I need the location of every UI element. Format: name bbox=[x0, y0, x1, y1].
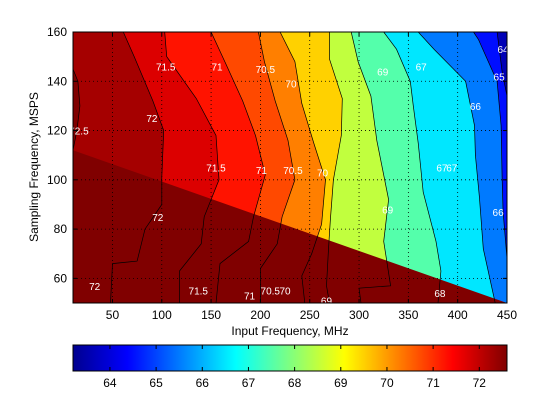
contour-label: 71.5 bbox=[189, 287, 209, 298]
x-tick-label: 400 bbox=[448, 308, 468, 322]
contour-label: 70.5 bbox=[283, 166, 303, 177]
y-axis-ticks: 60 80 100 120 140 160 bbox=[47, 25, 507, 285]
contour-line-69 bbox=[326, 32, 343, 303]
contour-label: 69 bbox=[321, 297, 333, 308]
colorbar-tick-label: 68 bbox=[288, 376, 302, 390]
contour-line-72 bbox=[110, 32, 165, 303]
x-tick-label: 200 bbox=[250, 308, 270, 322]
contour-label: 71 bbox=[244, 292, 256, 303]
x-tick-label: 350 bbox=[398, 308, 418, 322]
contour-label: 71.5 bbox=[156, 62, 176, 73]
colorbar-tick-label: 69 bbox=[334, 376, 348, 390]
contour-label: 64 bbox=[497, 45, 509, 56]
contour-label: 66 bbox=[470, 102, 482, 113]
contour-label: 70.5 bbox=[256, 65, 276, 76]
y-axis-label: Sampling Frequency, MSPS bbox=[27, 92, 41, 242]
colorbar-tick-label: 67 bbox=[242, 376, 256, 390]
colorbar-tick-label: 64 bbox=[103, 376, 117, 390]
contour-labels: 72.5 72 72 72 71.5 71.5 71.5 71 71 71 70.5 70.5 70.5… bbox=[69, 45, 509, 308]
contour-label: 70 bbox=[280, 287, 292, 298]
colorbar: 64 65 66 67 68 69 70 71 72 bbox=[72, 344, 508, 390]
contour-label: 71 bbox=[211, 62, 223, 73]
contour-line-66 bbox=[417, 32, 496, 303]
y-tick-label: 140 bbox=[47, 74, 67, 88]
contour-label: 69 bbox=[377, 67, 389, 78]
contour-line-67 bbox=[383, 32, 442, 303]
contour-lines bbox=[73, 32, 507, 303]
contour-line-64 bbox=[496, 32, 507, 97]
contour-label: 72 bbox=[152, 213, 164, 224]
contour-line-71 bbox=[210, 32, 266, 303]
contour-label: 65 bbox=[494, 72, 506, 83]
x-tick-label: 300 bbox=[349, 308, 369, 322]
colorbar-ticks: 64 65 66 67 68 69 70 71 72 bbox=[103, 345, 486, 390]
contour-label: 70 bbox=[317, 168, 329, 179]
colorbar-gradient bbox=[73, 345, 507, 371]
y-tick-label: 100 bbox=[47, 173, 67, 187]
contour-label: 67 bbox=[446, 164, 458, 175]
x-tick-label: 150 bbox=[201, 308, 221, 322]
y-tick-label: 120 bbox=[47, 124, 67, 138]
contour-label: 67 bbox=[436, 164, 448, 175]
contour-line-72_5 bbox=[73, 68, 81, 151]
contour-line-68 bbox=[350, 32, 392, 303]
contour-label: 71.5 bbox=[206, 164, 226, 175]
colorbar-tick-label: 71 bbox=[426, 376, 440, 390]
contour-label: 71 bbox=[256, 166, 268, 177]
contour-line-70_5 bbox=[258, 32, 296, 303]
contour-plot-axes: 72.5 72 72 72 71.5 71.5 71.5 71 71 71 70.5 70.5 70.5… bbox=[27, 25, 517, 338]
contour-label: 72 bbox=[146, 114, 158, 125]
contour-label: 67 bbox=[416, 62, 428, 73]
x-tick-label: 50 bbox=[106, 308, 120, 322]
contour-label: 68 bbox=[434, 289, 446, 300]
x-axis-ticks: 50 100 150 200 250 300 350 400 450 bbox=[106, 32, 517, 322]
colorbar-tick-label: 66 bbox=[196, 376, 210, 390]
contour-band-72_5 bbox=[73, 32, 507, 303]
contour-label: 72.5 bbox=[69, 127, 89, 138]
contour-label: 70 bbox=[285, 80, 297, 91]
contour-line-71_5 bbox=[164, 32, 220, 303]
colorbar-frame bbox=[72, 344, 508, 372]
y-tick-label: 80 bbox=[54, 222, 68, 236]
contour-label: 66 bbox=[493, 208, 505, 219]
colorbar-tick-label: 72 bbox=[473, 376, 487, 390]
plot-frame bbox=[72, 31, 508, 304]
contour-label: 69 bbox=[382, 205, 394, 216]
contour-fills bbox=[73, 32, 507, 303]
x-tick-label: 100 bbox=[152, 308, 172, 322]
colorbar-tick-label: 65 bbox=[149, 376, 163, 390]
contour-line-70 bbox=[279, 32, 326, 303]
x-tick-label: 450 bbox=[497, 308, 517, 322]
colorbar-tick-label: 70 bbox=[380, 376, 394, 390]
contour-label: 70.5 bbox=[261, 287, 281, 298]
y-tick-label: 60 bbox=[54, 271, 68, 285]
x-axis-label: Input Frequency, MHz bbox=[231, 324, 348, 338]
y-tick-label: 160 bbox=[47, 25, 67, 39]
contour-line-65 bbox=[473, 32, 507, 259]
contour-label: 72 bbox=[89, 282, 101, 293]
x-tick-label: 250 bbox=[300, 308, 320, 322]
